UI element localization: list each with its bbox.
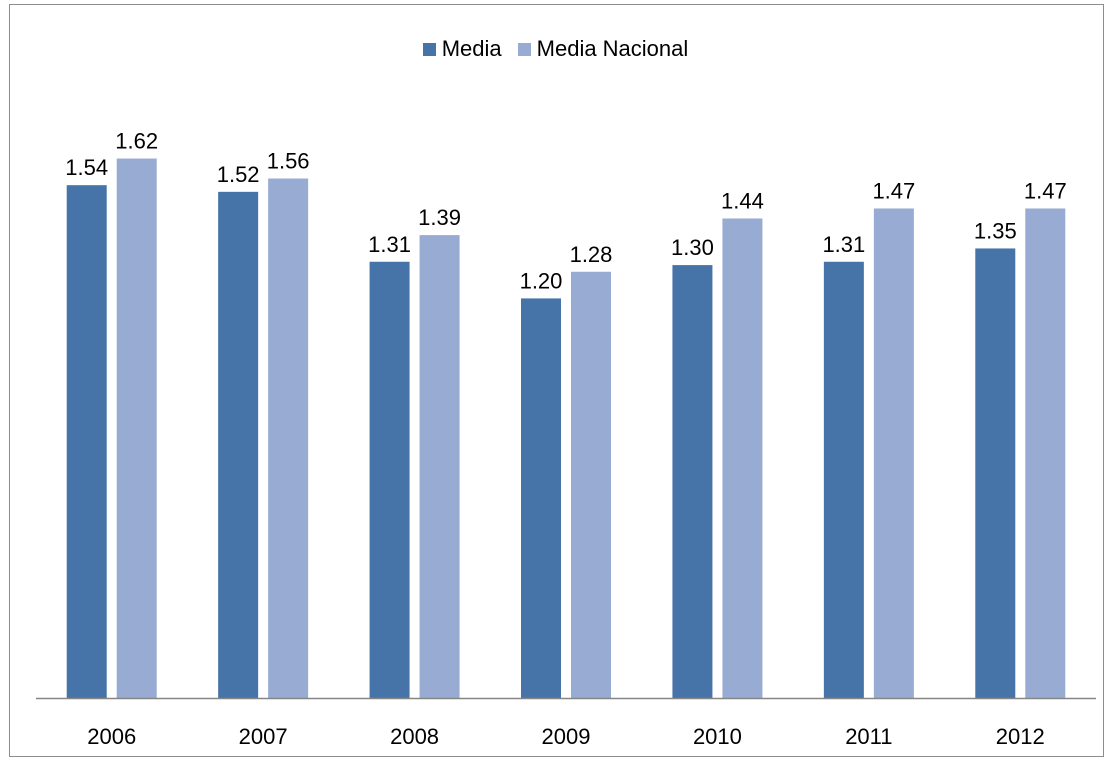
data-label-media-2007: 1.52 — [217, 162, 260, 187]
bar-media-nacional-2012 — [1025, 208, 1066, 699]
x-tick-label-2012: 2012 — [996, 724, 1045, 749]
legend: Media Media Nacional — [0, 36, 1111, 62]
bar-media-2009 — [521, 298, 561, 698]
data-label-media-nacional-2012: 1.47 — [1024, 178, 1067, 203]
bar-media-2008 — [369, 261, 410, 698]
data-label-media-nacional-2006: 1.62 — [115, 129, 158, 154]
data-label-media-2008: 1.31 — [368, 232, 411, 257]
x-tick-label-2011: 2011 — [845, 724, 892, 749]
bar-media-2007 — [218, 191, 259, 698]
bar-media-nacional-2010 — [722, 218, 763, 699]
bar-media-nacional-2008 — [419, 235, 460, 698]
bar-media-2012 — [975, 248, 1016, 698]
data-label-media-2011: 1.31 — [822, 232, 865, 257]
legend-item-media: Media — [422, 36, 502, 62]
data-label-media-2012: 1.35 — [974, 218, 1017, 243]
data-label-media-nacional-2009: 1.28 — [570, 242, 613, 267]
data-label-media-nacional-2010: 1.44 — [721, 188, 764, 213]
legend-label-media: Media — [441, 36, 502, 61]
x-tick-label-2010: 2010 — [693, 724, 742, 749]
legend-swatch-media-nacional — [517, 42, 531, 56]
data-label-media-2009: 1.20 — [520, 268, 563, 293]
data-label-media-2010: 1.30 — [671, 235, 714, 260]
legend-swatch-media — [422, 42, 436, 56]
bar-media-nacional-2011 — [873, 208, 914, 699]
bar-media-nacional-2006 — [116, 158, 157, 699]
bar-media-nacional-2009 — [571, 271, 611, 698]
data-label-media-nacional-2011: 1.47 — [872, 178, 915, 203]
bar-media-2006 — [66, 185, 107, 698]
data-label-media-2006: 1.54 — [65, 155, 108, 180]
legend-item-media-nacional: Media Nacional — [517, 36, 689, 62]
x-tick-label-2006: 2006 — [87, 724, 136, 749]
data-label-media-nacional-2008: 1.39 — [418, 205, 461, 230]
data-label-media-nacional-2007: 1.56 — [267, 149, 310, 174]
legend-label-media-nacional: Media Nacional — [536, 36, 689, 61]
bar-media-2011 — [823, 261, 864, 698]
bar-media-nacional-2007 — [268, 178, 309, 698]
bar-media-2010 — [672, 265, 713, 698]
x-tick-label-2007: 2007 — [239, 724, 288, 749]
x-tick-label-2008: 2008 — [390, 724, 439, 749]
x-tick-label-2009: 2009 — [542, 724, 591, 749]
